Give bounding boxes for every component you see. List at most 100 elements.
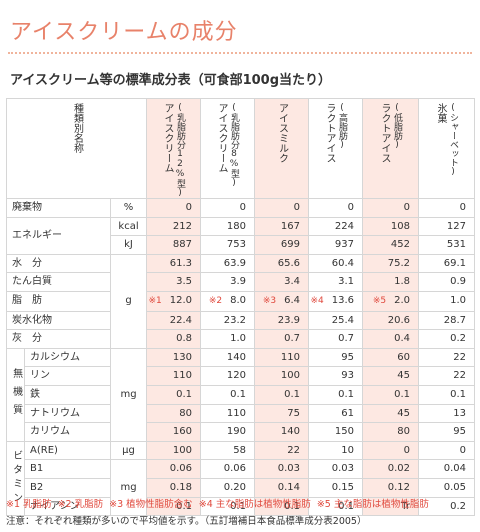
table-row: カリウム 160 190 140 150 80 95: [7, 422, 476, 442]
value-cell: 108: [362, 216, 420, 237]
footnote-1: ※1 乳脂肪: [6, 499, 52, 510]
table-row: 脂 肪 ※1 12.0 ※2 8.0 ※3 6.4 ※4 13.6 ※5 2.0 1.0: [6, 290, 476, 312]
value-cell: 224: [308, 216, 364, 237]
col-header-sub: (低脂肪): [392, 103, 403, 150]
value-text: 2.0: [394, 294, 411, 306]
value-cell: 65.6: [254, 253, 310, 274]
table-row: 灰 分 0.8 1.0 0.7 0.7 0.4 0.2: [6, 329, 476, 349]
row-label: カルシウム: [24, 347, 111, 368]
table-row: たん白質 3.5 3.9 3.4 3.1 1.8 0.9: [6, 272, 476, 292]
col-header-sub: (乳脂肪分12%型): [175, 103, 186, 198]
row-label: リン: [24, 366, 111, 386]
value-cell: 1.0: [418, 290, 476, 312]
value-cell: 25.4: [308, 310, 364, 331]
value-cell: 140: [254, 422, 310, 442]
value-text: 13.6: [331, 294, 355, 306]
table-row: リン 110 120 100 93 45 22: [7, 366, 476, 386]
value-cell: 0.04: [418, 459, 476, 479]
table-row: 無機質 カルシウム mg 130 140 110 95 60 22: [6, 347, 476, 442]
value-cell: 45: [362, 403, 420, 424]
value-cell: 212: [146, 216, 202, 237]
row-label: たん白質: [6, 272, 111, 292]
row-label: カリウム: [24, 422, 111, 442]
value-cell: 0.1: [362, 384, 420, 405]
value-cell: 1.0: [200, 329, 256, 349]
value-cell: 0: [418, 440, 476, 461]
unit-cell: mg: [109, 347, 148, 442]
value-cell: 0.05: [418, 477, 476, 498]
value-cell: 0: [146, 198, 202, 218]
value-cell: 0.1: [200, 496, 256, 517]
value-cell: 61: [308, 403, 364, 424]
value-cell: 60.4: [308, 253, 364, 274]
value-cell: 110: [200, 403, 256, 424]
row-label: 脂 肪: [6, 290, 111, 312]
group-label-vitamins: ビタミン: [6, 440, 25, 517]
value-cell: 0.7: [254, 329, 310, 349]
table-row: エネルギー kcal 212 180 167 224 108 127: [6, 216, 476, 255]
col-header-name: 氷菓: [435, 103, 447, 123]
value-cell: 120: [200, 366, 256, 386]
value-cell: 23.9: [254, 310, 310, 331]
value-cell: 0.1: [146, 384, 202, 405]
value-cell: 0: [362, 198, 420, 218]
col-header-ice-cream-12: (乳脂肪分12%型) アイスクリーム: [146, 98, 202, 199]
value-cell: 75.2: [362, 253, 420, 274]
value-cell: 80: [362, 422, 420, 442]
page-title: アイスクリームの成分: [10, 20, 238, 45]
col-header-name: ラクトアイス: [324, 103, 336, 163]
footnote-mark: ※4: [310, 295, 324, 306]
footnote-5: ※5 主な脂肪は植物性脂肪: [316, 499, 429, 510]
col-header-sub: (乳脂肪分8%型): [229, 103, 240, 188]
table-row: ビタミン A(RE) μg 100 58 22 10 0 0: [6, 440, 476, 517]
value-cell: 3.9: [200, 272, 256, 292]
value-cell: 0: [418, 198, 476, 218]
value-cell: ※2 8.0: [200, 290, 256, 312]
value-cell: 0.15: [308, 477, 364, 498]
row-label: 鉄: [24, 384, 111, 405]
value-cell: 150: [308, 422, 364, 442]
value-cell: 0.2: [418, 329, 476, 349]
value-cell: 452: [362, 235, 420, 255]
value-cell: 75: [254, 403, 310, 424]
table-row: ナイアシン 0.1 0.1 0.1 0.1 Tr 0.2: [7, 496, 476, 517]
value-cell: 180: [200, 216, 256, 237]
value-cell: 887: [146, 235, 202, 255]
footnote-mark: ※5: [372, 295, 387, 306]
col-header-ice-milk: アイスミルク: [254, 98, 310, 199]
value-cell: 0: [308, 198, 364, 218]
unit-cell: kcal: [109, 216, 148, 237]
table-row: 水 分 g 61.3 63.9 65.6 60.4 75.2 69.1: [6, 253, 476, 349]
value-cell: 61.3: [146, 253, 202, 274]
value-cell: 80: [146, 403, 202, 424]
unit-cell: kJ: [109, 235, 148, 255]
col-header-name: アイスミルク: [276, 103, 288, 163]
value-cell: 13: [418, 403, 476, 424]
value-cell: 22.4: [146, 310, 202, 331]
value-cell: 0.9: [418, 272, 476, 292]
col-header-lacto-low: (低脂肪) ラクトアイス: [362, 98, 420, 199]
table-row: B1 mg 0.06 0.06 0.03 0.03 0.02 0.04: [7, 459, 476, 517]
value-cell: 10: [308, 440, 364, 461]
table-row: ナトリウム 80 110 75 61 45 13: [7, 403, 476, 424]
value-cell: ※1 12.0: [146, 290, 202, 312]
value-text: 6.4: [284, 294, 301, 306]
value-cell: 0.03: [308, 459, 364, 479]
value-cell: 190: [200, 422, 256, 442]
value-cell: 0.03: [254, 459, 310, 479]
header-corner-label: 種類別名称: [71, 103, 83, 153]
value-cell: 140: [200, 347, 256, 368]
value-cell: 0.2: [418, 496, 476, 517]
value-cell: 0: [200, 198, 256, 218]
value-cell: 22: [418, 366, 476, 386]
value-text: 12.0: [169, 294, 193, 306]
unit-cell: g: [109, 253, 148, 349]
table-title: アイスクリーム等の標準成分表（可食部100g当たり）: [10, 73, 332, 88]
value-cell: 0.1: [254, 496, 310, 517]
value-cell: 0.1: [200, 384, 256, 405]
value-cell: 0: [254, 198, 310, 218]
value-cell: ※4 13.6: [308, 290, 364, 312]
row-label: エネルギー: [6, 216, 111, 255]
value-cell: 95: [418, 422, 476, 442]
value-cell: 28.7: [418, 310, 476, 331]
